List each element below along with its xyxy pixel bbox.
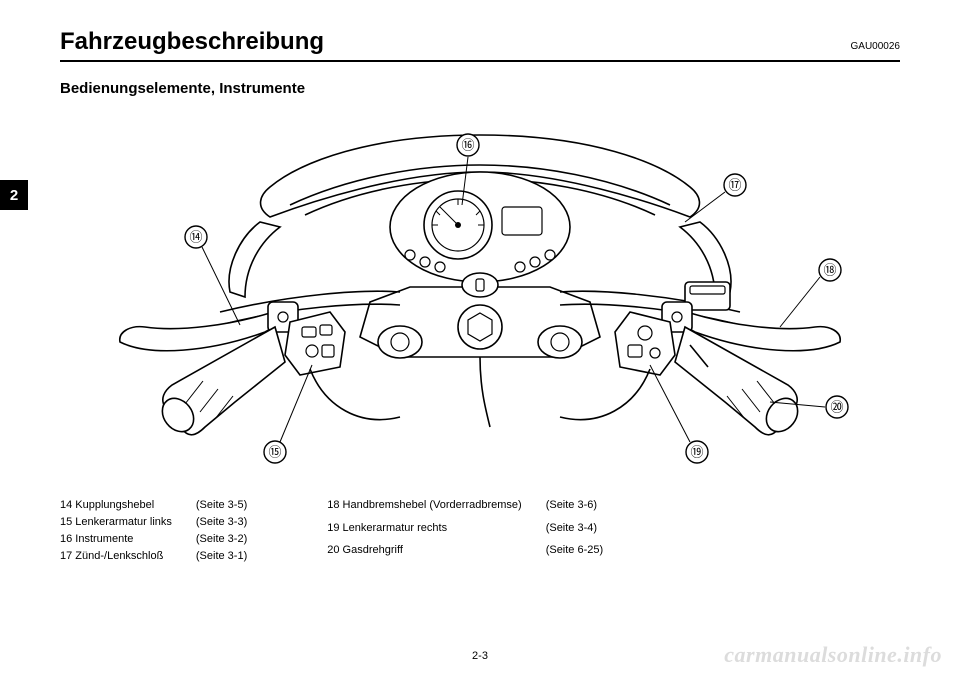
- handlebar-diagram: ⑯ ⑰ ⑭ ⑱ ⑳ ⑮ ⑲: [90, 107, 870, 487]
- legend-item: 16 Instrumente: [60, 531, 172, 548]
- legend-item: 17 Zünd-/Lenkschloß: [60, 548, 172, 565]
- callout-19: ⑲: [686, 441, 708, 463]
- svg-text:⑲: ⑲: [690, 445, 703, 460]
- callout-18: ⑱: [819, 259, 841, 281]
- watermark: carmanualsonline.info: [724, 642, 942, 668]
- manual-page: Fahrzeugbeschreibung GAU00026 Bedienungs…: [0, 0, 960, 676]
- callout-14: ⑭: [185, 226, 207, 248]
- callout-15: ⑮: [264, 441, 286, 463]
- legend-ref: (Seite 3-4): [546, 520, 603, 543]
- legend-item: 14 Kupplungshebel: [60, 497, 172, 514]
- legend-right-col: 18 Handbremshebel (Vorderradbremse) (Seit…: [327, 497, 603, 565]
- legend-item: 20 Gasdrehgriff: [327, 542, 521, 565]
- page-header: Fahrzeugbeschreibung GAU00026: [60, 28, 900, 62]
- legend-ref: (Seite 6-25): [546, 542, 603, 565]
- svg-text:⑳: ⑳: [830, 400, 843, 415]
- legend-item: 19 Lenkerarmatur rechts: [327, 520, 521, 543]
- legend-ref: (Seite 3-5): [196, 497, 247, 514]
- svg-text:⑰: ⑰: [728, 178, 741, 193]
- legend-ref: (Seite 3-3): [196, 514, 247, 531]
- legend-item: 18 Handbremshebel (Vorderradbremse): [327, 497, 521, 520]
- svg-text:⑮: ⑮: [268, 445, 281, 460]
- chapter-tab: 2: [0, 180, 28, 210]
- page-title: Fahrzeugbeschreibung: [60, 28, 324, 56]
- legend-item: 15 Lenkerarmatur links: [60, 514, 172, 531]
- callout-17: ⑰: [724, 174, 746, 196]
- callout-20: ⑳: [826, 396, 848, 418]
- legend-ref: (Seite 3-1): [196, 548, 247, 565]
- section-subtitle: Bedienungselemente, Instrumente: [60, 80, 900, 97]
- legend-ref: (Seite 3-2): [196, 531, 247, 548]
- svg-text:⑱: ⑱: [823, 263, 836, 278]
- diagram-container: ⑯ ⑰ ⑭ ⑱ ⑳ ⑮ ⑲: [60, 107, 900, 487]
- legend: 14 Kupplungshebel (Seite 3-5) 15 Lenkerar…: [60, 497, 900, 565]
- callout-16: ⑯: [457, 134, 479, 156]
- svg-text:⑭: ⑭: [189, 230, 202, 245]
- legend-ref: (Seite 3-6): [546, 497, 603, 520]
- legend-left-col: 14 Kupplungshebel (Seite 3-5) 15 Lenkerar…: [60, 497, 247, 565]
- svg-text:⑯: ⑯: [461, 138, 474, 153]
- doc-code: GAU00026: [851, 41, 900, 52]
